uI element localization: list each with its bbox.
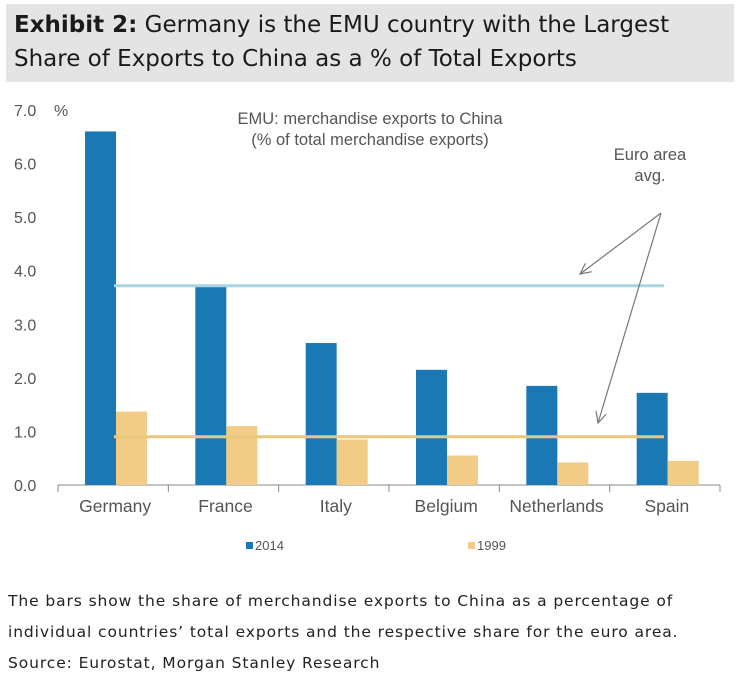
x-tick-label: Spain (644, 496, 689, 516)
x-tick-label: Germany (79, 496, 151, 516)
legend-swatch-2014 (246, 542, 253, 549)
exhibit-title-box: Exhibit 2: Germany is the EMU country wi… (6, 4, 734, 82)
annotation-text: Euro area (614, 146, 687, 164)
caption-line-1: The bars show the share of merchandise e… (8, 592, 674, 610)
annotation-text: avg. (634, 167, 665, 185)
legend-swatch-1999 (468, 542, 475, 549)
caption-line-2: individual countries’ total exports and … (8, 623, 679, 641)
y-tick-label: 2.0 (14, 371, 36, 388)
bar-2014-italy (305, 343, 337, 485)
legend-label-2014: 2014 (255, 538, 284, 553)
chart-subtitle: (% of total merchandise exports) (251, 131, 489, 149)
exhibit-title-text: Germany is the EMU country with the Larg… (144, 12, 670, 38)
y-tick-label: 4.0 (14, 264, 36, 281)
bar-2014-germany (85, 131, 116, 485)
y-tick-label: 0.0 (14, 478, 36, 495)
x-tick-label: France (198, 496, 252, 516)
y-tick-label: 5.0 (14, 210, 36, 227)
y-tick-label: 1.0 (14, 424, 36, 441)
exhibit-title-line-2: Share of Exports to China as a % of Tota… (14, 46, 577, 72)
annotation-arrow-1999-head (595, 411, 607, 425)
y-tick-label: 6.0 (14, 157, 36, 174)
x-tick-label: Italy (320, 496, 352, 516)
annotation-arrow-2014 (579, 212, 662, 275)
y-tick-label: 3.0 (14, 317, 36, 334)
bar-2014-spain (636, 392, 668, 485)
bar-1999-italy (336, 439, 368, 485)
bar-1999-netherlands (557, 462, 589, 485)
exhibit-title-line-1: Exhibit 2: Germany is the EMU country wi… (14, 12, 669, 38)
legend-label-1999: 1999 (477, 538, 506, 553)
y-unit-label: % (54, 103, 68, 120)
bar-chart: 0.0 1.0 2.0 3.0 4.0 5.0 6.0 7.0 % Germany France It… (14, 103, 721, 553)
annotation-arrow-2014-head (578, 263, 592, 275)
exhibit-label: Exhibit 2: (14, 12, 138, 38)
bar-2014-belgium (416, 369, 447, 485)
chart-title: EMU: merchandise exports to China (237, 110, 503, 128)
annotation-arrow-1999 (597, 212, 662, 424)
x-tick-label: Belgium (415, 496, 478, 516)
bar-1999-spain (667, 460, 699, 485)
bar-1999-france (226, 426, 258, 485)
bar-2014-france (195, 286, 227, 485)
source-line: Source: Eurostat, Morgan Stanley Researc… (8, 654, 381, 672)
bar-1999-germany (116, 411, 147, 485)
x-tick-label: Netherlands (509, 496, 604, 516)
y-tick-label: 7.0 (14, 103, 36, 120)
bar-1999-belgium (447, 455, 478, 485)
